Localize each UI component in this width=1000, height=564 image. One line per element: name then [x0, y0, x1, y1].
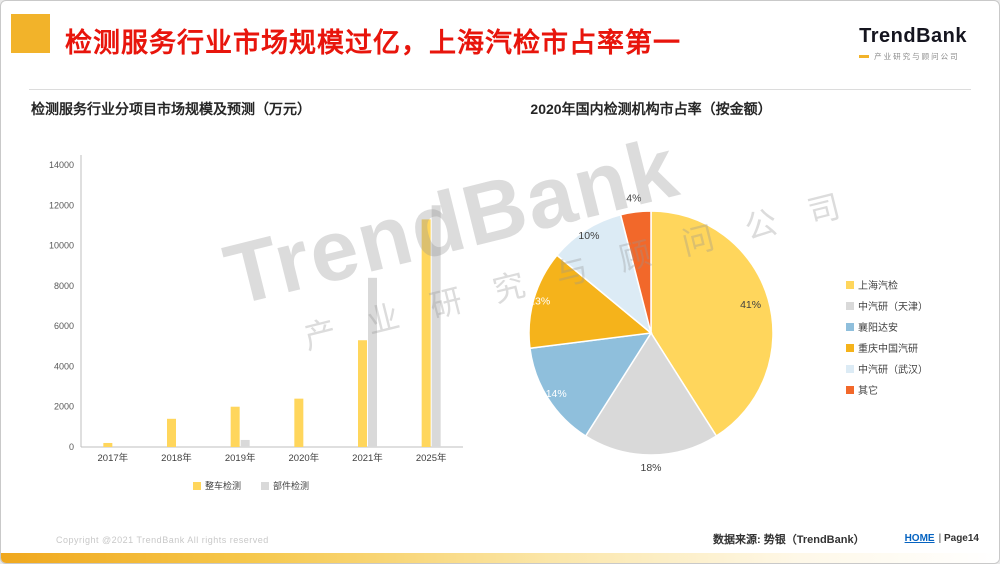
page-number: Page14: [943, 533, 979, 544]
x-axis-label: 2025年: [416, 452, 447, 464]
bar-chart-title: 检测服务行业分项目市场规模及预测（万元）: [31, 101, 311, 117]
bar-部件检测: [431, 205, 441, 447]
logo-subtitle-row: 产业研究与顾问公司: [859, 51, 967, 62]
x-axis-label: 2019年: [225, 452, 256, 464]
legend-label: 重庆中国汽研: [858, 344, 918, 355]
legend-label: 中汽研（天津）: [858, 302, 928, 313]
legend-swatch-icon: [846, 385, 854, 394]
y-axis-tick: 4000: [54, 361, 74, 371]
y-axis-tick: 12000: [49, 200, 74, 210]
x-axis-label: 2018年: [161, 452, 192, 464]
bar-部件检测: [240, 439, 250, 447]
copyright-text: Copyright @2021 TrendBank All rights res…: [56, 535, 269, 545]
bar-部件检测: [368, 277, 377, 447]
bar-整车检测: [103, 442, 113, 447]
legend-item: 重庆中国汽研: [846, 340, 928, 355]
bar-整车检测: [294, 398, 304, 447]
legend-label: 中汽研（武汉）: [858, 365, 928, 376]
y-axis-tick: 10000: [49, 241, 74, 251]
legend-swatch-icon: [261, 481, 269, 490]
legend-swatch-icon: [846, 322, 854, 331]
bar-整车检测: [358, 340, 367, 447]
bar-chart: 0 2000 4000 6000 8000 10000 12000 14000 2017年 201…: [49, 155, 463, 464]
bar-chart-legend: 整车检测 部件检测: [26, 479, 476, 492]
y-axis-tick: 0: [69, 442, 74, 452]
legend-swatch-icon: [846, 280, 854, 289]
header-divider: [29, 89, 971, 90]
legend-item: 其它: [846, 382, 928, 397]
legend-item: 中汽研（武汉）: [846, 361, 928, 376]
logo-subtitle: 产业研究与顾问公司: [874, 52, 960, 61]
legend-swatch-icon: [846, 364, 854, 373]
y-axis-tick: 6000: [54, 321, 74, 331]
trendbank-logo: TrendBank 产业研究与顾问公司: [859, 25, 967, 62]
footer-separator: |: [938, 533, 942, 544]
legend-label: 其它: [858, 386, 878, 397]
bar-整车检测: [167, 418, 176, 447]
accent-square: [11, 14, 50, 53]
x-axis-label: 2020年: [289, 452, 320, 464]
legend-label: 整车检测: [204, 481, 241, 491]
pie-slice-襄阳达安: [529, 332, 653, 438]
y-axis-tick: 8000: [54, 281, 74, 291]
y-axis-tick: 2000: [54, 402, 74, 412]
legend-item: 部件检测: [261, 479, 309, 492]
legend-label: 襄阳达安: [858, 323, 898, 334]
legend-item: 整车检测: [192, 479, 241, 492]
pie-chart-title: 2020年国内检测机构市占率（按金额）: [530, 101, 772, 117]
legend-swatch-icon: [846, 343, 854, 352]
pie-slice-其它: [619, 210, 652, 334]
x-axis-label: 2017年: [98, 452, 129, 464]
logo-tick-icon: [859, 55, 870, 58]
legend-label: 上海汽检: [858, 281, 898, 292]
legend-label: 部件检测: [273, 481, 310, 491]
bar-整车检测: [421, 219, 431, 447]
data-source-text: 数据来源: 势银（TrendBank）: [713, 534, 865, 546]
legend-swatch-icon: [192, 481, 201, 490]
logo-name: TrendBank: [859, 25, 967, 47]
pie-slice-label: 10%: [578, 230, 599, 242]
pie-slice-label: 14%: [546, 388, 567, 400]
bar-整车检测: [230, 406, 240, 447]
legend-item: 上海汽检: [846, 277, 928, 292]
pie-chart: 41% 18% 14% 13% 10% 4%: [528, 192, 774, 474]
home-link[interactable]: HOME: [904, 533, 935, 544]
footer-nav: HOME | Page14: [905, 533, 979, 544]
pie-slice-label: 41%: [740, 299, 761, 311]
y-axis-tick: 14000: [49, 160, 74, 170]
pie-slice-重庆中国汽研: [528, 254, 653, 350]
x-axis-label: 2021年: [352, 452, 383, 464]
page-title: 检测服务行业市场规模过亿，上海汽检市占率第一: [65, 28, 681, 58]
pie-slice-label: 13%: [529, 296, 550, 308]
pie-slice-中汽研（天津）: [584, 331, 718, 456]
legend-swatch-icon: [846, 301, 854, 310]
pie-slice-label: 4%: [626, 192, 641, 204]
legend-item: 中汽研（天津）: [846, 298, 928, 313]
pie-slice-label: 18%: [640, 462, 661, 474]
legend-item: 襄阳达安: [846, 319, 928, 334]
bottom-accent-bar: [1, 553, 999, 563]
pie-chart-legend: 上海汽检中汽研（天津） 襄阳达安重庆中国汽研 中汽研（武汉） 其它: [846, 277, 928, 397]
